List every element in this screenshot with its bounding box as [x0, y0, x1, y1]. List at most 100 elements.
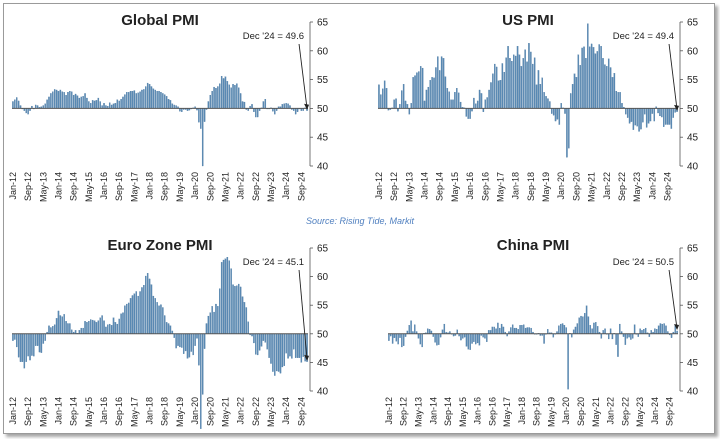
x-tick-label: Sep-22 [251, 172, 261, 201]
bar [126, 92, 128, 109]
bar [220, 76, 223, 109]
bar [152, 88, 155, 109]
bar [103, 103, 105, 109]
bar [494, 63, 496, 109]
bar [129, 298, 132, 334]
bar [510, 327, 512, 334]
bar [598, 44, 600, 109]
bar [234, 286, 236, 334]
bar [52, 326, 54, 334]
bar [619, 92, 621, 109]
bar [594, 53, 597, 109]
bar [443, 323, 446, 334]
bar [97, 320, 100, 334]
figure-frame [3, 3, 715, 434]
bar [419, 66, 422, 109]
bar [602, 58, 604, 109]
bar [521, 325, 523, 334]
y-tick-label: 45 [317, 358, 329, 369]
bar [226, 81, 229, 109]
bar [245, 307, 248, 334]
bar [203, 108, 206, 122]
bar [23, 333, 26, 369]
bar [402, 84, 405, 109]
bar [12, 333, 14, 341]
bar [476, 333, 479, 344]
bar [158, 305, 160, 334]
bar [108, 323, 111, 334]
bar [559, 323, 562, 334]
bar [12, 101, 14, 109]
x-tick-label: Jan-24 [281, 397, 291, 425]
bar [435, 67, 437, 109]
y-tick-label: 60 [317, 46, 329, 57]
bar [65, 321, 67, 334]
bar [283, 333, 286, 366]
bar [547, 98, 549, 109]
y-tick-label: 50 [687, 104, 699, 115]
bar [289, 333, 291, 357]
bar [478, 333, 481, 346]
bar [175, 333, 177, 349]
x-tick-label: May-13 [38, 172, 48, 202]
bar [491, 326, 494, 334]
bar [588, 46, 591, 109]
bar [165, 322, 168, 334]
bar [644, 327, 647, 334]
bar [50, 327, 52, 334]
bar [665, 325, 667, 334]
bar [630, 108, 633, 122]
bar [19, 333, 22, 362]
bar [181, 108, 183, 112]
bar [657, 108, 659, 114]
x-tick-label: May-21 [221, 172, 231, 202]
bar [619, 323, 621, 334]
bar [576, 323, 579, 334]
bar [198, 108, 200, 123]
bar [575, 77, 578, 109]
annotation-arrow [668, 269, 678, 330]
x-tick-label: May-19 [547, 397, 557, 427]
bar [578, 317, 580, 334]
x-tick-label: Sep-24 [296, 172, 306, 201]
x-tick-label: Jan-16 [99, 172, 109, 200]
bar [114, 322, 117, 334]
bar [383, 80, 386, 109]
bar [255, 108, 257, 118]
bar [107, 324, 109, 334]
y-tick-label: 40 [687, 162, 699, 173]
bar [401, 90, 403, 109]
bar [571, 333, 573, 338]
bar [264, 99, 267, 109]
x-tick-label: Jan-16 [465, 172, 475, 200]
bar [467, 108, 469, 119]
bar [232, 284, 234, 334]
x-tick-label: Jan-22 [236, 397, 246, 425]
bar [74, 93, 77, 109]
bar [399, 104, 401, 109]
bar [577, 54, 580, 109]
bar [457, 92, 460, 109]
bar [426, 328, 429, 334]
x-tick-label: Sep-12 [399, 397, 409, 426]
bar [524, 327, 527, 334]
annotation-label: Dec '24 = 45.1 [243, 257, 304, 268]
y-tick-label: 50 [317, 104, 329, 115]
bar [27, 108, 29, 115]
bar [465, 333, 468, 347]
bar [495, 66, 498, 109]
bar [16, 333, 18, 348]
x-tick-label: Sep-24 [665, 397, 675, 426]
x-tick-label: May-19 [541, 172, 551, 202]
bar [410, 103, 412, 109]
bar [606, 66, 608, 109]
bar [558, 108, 561, 125]
bar [146, 273, 149, 334]
bar [279, 333, 282, 374]
bar [551, 108, 553, 114]
bar [438, 70, 441, 109]
bar [116, 323, 119, 334]
bar [640, 108, 642, 130]
bar [604, 328, 606, 334]
bar [293, 333, 295, 350]
